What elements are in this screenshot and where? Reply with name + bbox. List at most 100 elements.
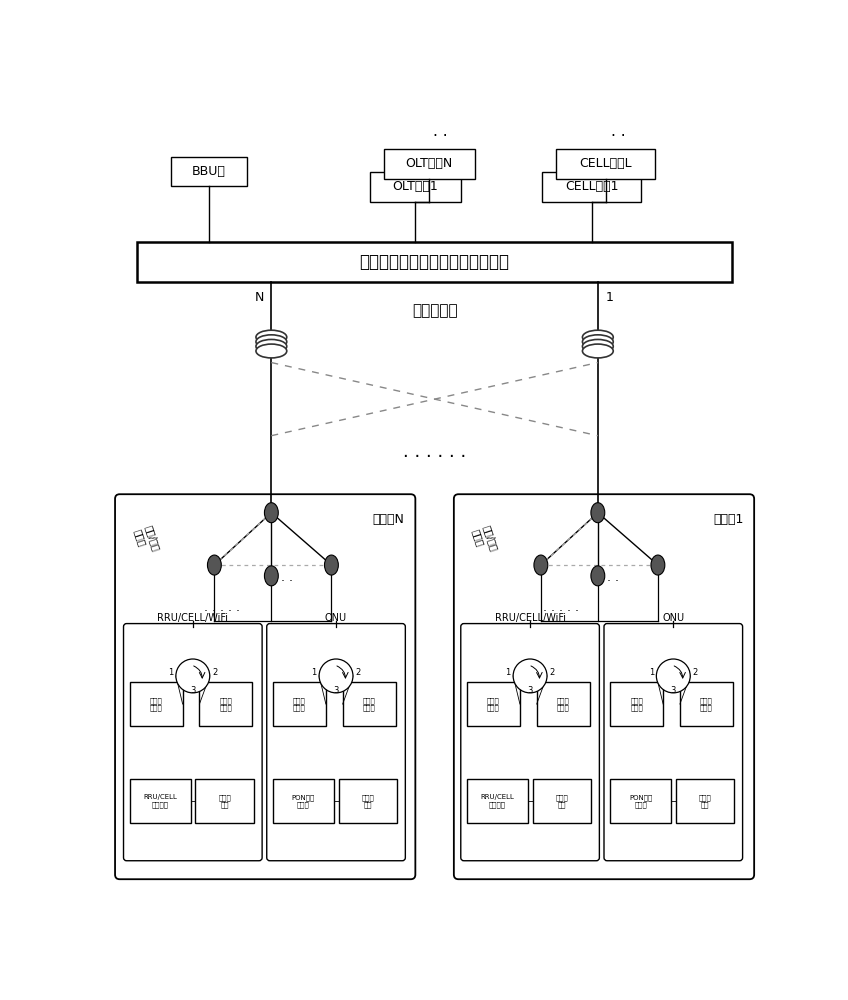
Text: · ·: · ·: [433, 129, 448, 144]
Text: 接收机
收发机: 接收机 收发机: [700, 697, 713, 711]
Bar: [130, 779, 191, 823]
Bar: [137, 242, 732, 282]
Text: 身份调
制器: 身份调 制器: [555, 794, 568, 808]
Bar: [537, 682, 589, 726]
FancyBboxPatch shape: [115, 494, 416, 879]
Circle shape: [319, 659, 353, 693]
Bar: [273, 779, 334, 823]
Text: 1: 1: [649, 668, 654, 677]
Text: ONU: ONU: [662, 613, 684, 623]
Ellipse shape: [256, 335, 287, 349]
Circle shape: [513, 659, 547, 693]
Ellipse shape: [256, 339, 287, 353]
Bar: [676, 779, 734, 823]
Bar: [273, 682, 326, 726]
Text: · · · · ·: · · · · ·: [543, 605, 579, 618]
Text: · · · · ·: · · · · ·: [204, 605, 240, 618]
Text: 1: 1: [605, 291, 613, 304]
Bar: [467, 682, 520, 726]
Text: BBU池: BBU池: [192, 165, 226, 178]
Text: 3: 3: [671, 686, 676, 695]
Text: 接收机
收发机: 接收机 收发机: [363, 697, 376, 711]
Ellipse shape: [591, 566, 605, 586]
Ellipse shape: [583, 344, 613, 358]
Ellipse shape: [651, 555, 665, 575]
Text: 1: 1: [505, 668, 510, 677]
Text: 2: 2: [693, 668, 698, 677]
Text: 2: 2: [550, 668, 555, 677]
Bar: [171, 157, 247, 186]
Ellipse shape: [208, 555, 221, 575]
Text: 1: 1: [311, 668, 317, 677]
Ellipse shape: [265, 503, 278, 523]
Bar: [543, 172, 641, 202]
Text: 子装置1: 子装置1: [713, 513, 744, 526]
Bar: [384, 149, 475, 179]
Bar: [680, 682, 733, 726]
Text: RRU/CELL/WiFi: RRU/CELL/WiFi: [158, 613, 228, 623]
Text: 上行信
号滤波: 上行信 号滤波: [293, 697, 306, 711]
FancyBboxPatch shape: [604, 624, 743, 861]
FancyBboxPatch shape: [460, 624, 600, 861]
Bar: [611, 682, 663, 726]
Circle shape: [176, 659, 209, 693]
Text: · · · · · ·: · · · · · ·: [403, 448, 466, 466]
Text: N: N: [254, 291, 264, 304]
Text: 3: 3: [190, 686, 196, 695]
FancyBboxPatch shape: [454, 494, 754, 879]
Ellipse shape: [265, 566, 278, 586]
Circle shape: [656, 659, 690, 693]
Text: 3: 3: [333, 686, 338, 695]
Text: RRU/CELL
自身收发: RRU/CELL 自身收发: [481, 794, 515, 808]
FancyBboxPatch shape: [267, 624, 405, 861]
Text: 上行信
号滤波: 上行信 号滤波: [487, 697, 499, 711]
Text: 1: 1: [168, 668, 174, 677]
Ellipse shape: [583, 339, 613, 353]
Bar: [196, 779, 254, 823]
Bar: [130, 682, 182, 726]
Bar: [556, 149, 655, 179]
Bar: [611, 779, 671, 823]
Ellipse shape: [583, 335, 613, 349]
FancyBboxPatch shape: [124, 624, 262, 861]
Ellipse shape: [256, 330, 287, 344]
Text: . . .: . . .: [600, 571, 619, 584]
Text: . . .: . . .: [273, 571, 293, 584]
Text: CELL板卡L: CELL板卡L: [579, 157, 632, 170]
Text: 上行信
号滤波: 上行信 号滤波: [150, 697, 163, 711]
Text: · ·: · ·: [611, 129, 626, 144]
Text: 身份调
制器: 身份调 制器: [699, 794, 711, 808]
Text: 接收机
收发机: 接收机 收发机: [220, 697, 232, 711]
Text: 子装置N: 子装置N: [372, 513, 404, 526]
Bar: [343, 682, 396, 726]
Text: RRU/CELL
自身收发: RRU/CELL 自身收发: [143, 794, 177, 808]
Text: 接收机
收发机: 接收机 收发机: [557, 697, 570, 711]
Text: 身份调
制器: 身份调 制器: [218, 794, 231, 808]
Ellipse shape: [256, 344, 287, 358]
Text: OLT板卡N: OLT板卡N: [405, 157, 453, 170]
Bar: [338, 779, 397, 823]
Bar: [199, 682, 253, 726]
Text: 馈线式光纤: 馈线式光纤: [412, 303, 457, 318]
Text: 2: 2: [212, 668, 217, 677]
Text: ONU: ONU: [325, 613, 347, 623]
Bar: [533, 779, 591, 823]
Text: CELL板卡1: CELL板卡1: [565, 180, 618, 193]
Text: 2: 2: [355, 668, 360, 677]
Text: RRU/CELL/WiFi: RRU/CELL/WiFi: [494, 613, 566, 623]
Bar: [370, 172, 460, 202]
Ellipse shape: [325, 555, 338, 575]
Ellipse shape: [534, 555, 548, 575]
Bar: [467, 779, 527, 823]
Text: 分光/合波
复用器: 分光/合波 复用器: [132, 524, 161, 556]
Text: 上行信
号滤波: 上行信 号滤波: [630, 697, 643, 711]
Text: PON用户
收发器: PON用户 收发器: [629, 794, 652, 808]
Text: 身份调
制器: 身份调 制器: [361, 794, 374, 808]
Ellipse shape: [591, 503, 605, 523]
Text: PON用户
收发器: PON用户 收发器: [292, 794, 315, 808]
Text: 分光/合波
复用器: 分光/合波 复用器: [471, 524, 499, 556]
Text: 3: 3: [527, 686, 533, 695]
Ellipse shape: [583, 330, 613, 344]
Text: OLT板卡1: OLT板卡1: [393, 180, 438, 193]
Text: 光波池及虚拟基带光波联合交换池: 光波池及虚拟基带光波联合交换池: [360, 253, 510, 271]
